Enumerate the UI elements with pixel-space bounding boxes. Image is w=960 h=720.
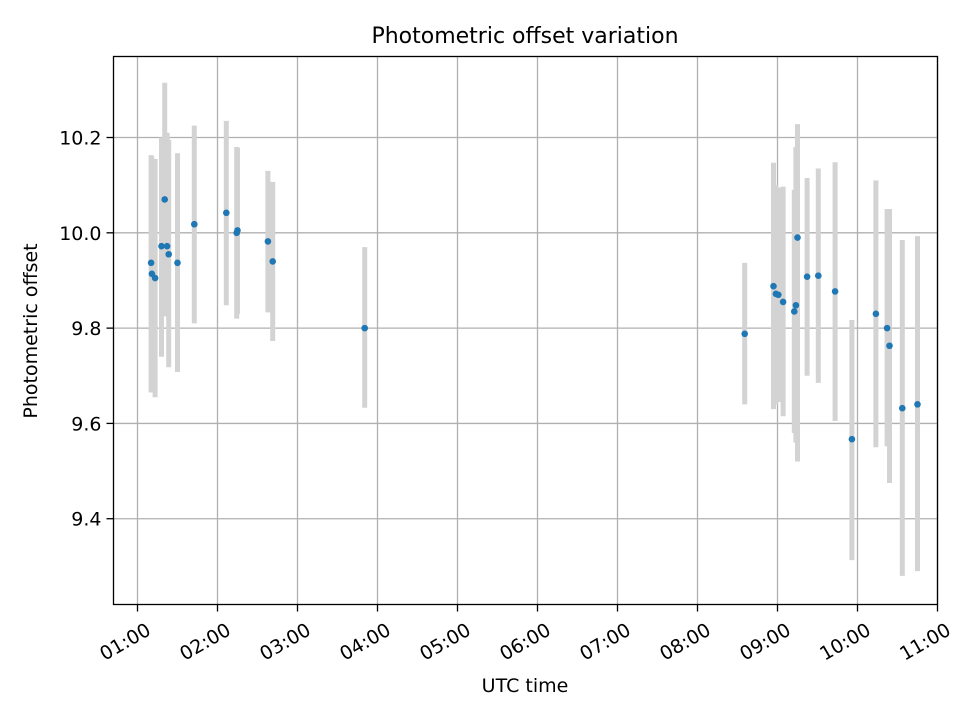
data-point [775,291,782,299]
data-point [161,196,168,203]
data-point [165,250,172,258]
data-point [792,301,800,309]
data-points [147,196,921,443]
data-point [883,324,891,332]
y-axis-label: Photometric offset [20,243,42,418]
y-tick-label: 9.6 [71,413,101,435]
data-point [741,330,748,338]
data-point [264,238,272,245]
data-point [151,274,159,282]
y-tick-label: 10.2 [59,128,101,150]
data-point [779,298,787,306]
data-point [361,324,369,332]
y-tick-label: 9.4 [71,509,101,531]
chart-title: Photometric offset variation [371,24,678,49]
data-point [174,259,181,267]
data-point [191,220,198,228]
y-axis-ticks: 9.4 9.6 9.8 10.0 10.2 [59,128,114,531]
data-point [791,308,798,315]
data-point [815,272,822,280]
data-point [831,288,839,295]
data-point [223,209,230,217]
data-point [803,273,811,280]
data-point [794,234,801,241]
y-tick-label: 9.8 [71,318,101,340]
data-point [886,342,893,350]
data-point [770,282,777,290]
data-point [848,435,856,443]
x-axis-label: UTC time [482,675,569,697]
data-point [269,258,277,265]
data-point [163,242,171,250]
data-point [158,242,165,250]
data-point [234,227,241,234]
data-point [147,259,155,267]
data-point [899,404,906,412]
plot-frame [112,55,939,606]
data-point [914,401,921,408]
y-tick-label: 10.0 [59,223,101,245]
data-point [872,310,880,318]
